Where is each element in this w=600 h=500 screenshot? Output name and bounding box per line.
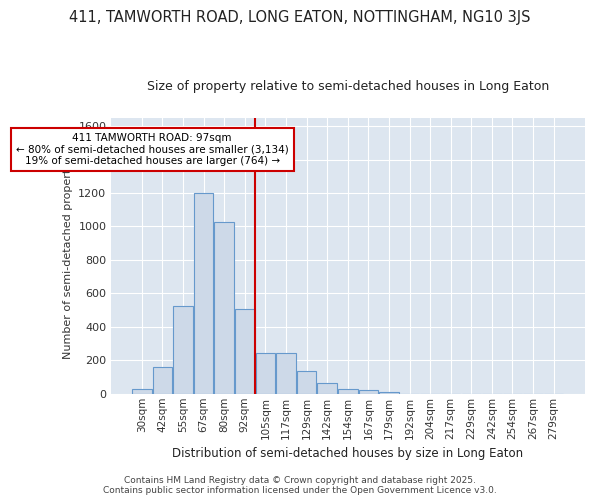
Bar [379, 392, 399, 394]
Bar [256, 353, 275, 394]
Bar [153, 367, 172, 394]
Bar [194, 193, 214, 394]
Text: Contains HM Land Registry data © Crown copyright and database right 2025.
Contai: Contains HM Land Registry data © Crown c… [103, 476, 497, 495]
Bar [317, 383, 337, 394]
Text: 411, TAMWORTH ROAD, LONG EATON, NOTTINGHAM, NG10 3JS: 411, TAMWORTH ROAD, LONG EATON, NOTTINGH… [69, 10, 531, 25]
Bar [235, 310, 254, 394]
Bar [338, 388, 358, 394]
Y-axis label: Number of semi-detached properties: Number of semi-detached properties [63, 153, 73, 359]
Text: 411 TAMWORTH ROAD: 97sqm
← 80% of semi-detached houses are smaller (3,134)
19% o: 411 TAMWORTH ROAD: 97sqm ← 80% of semi-d… [16, 133, 289, 166]
Bar [297, 371, 316, 394]
Title: Size of property relative to semi-detached houses in Long Eaton: Size of property relative to semi-detach… [146, 80, 549, 93]
Bar [276, 353, 296, 394]
Bar [359, 390, 378, 394]
X-axis label: Distribution of semi-detached houses by size in Long Eaton: Distribution of semi-detached houses by … [172, 447, 523, 460]
Bar [132, 388, 152, 394]
Bar [214, 222, 234, 394]
Bar [173, 306, 193, 394]
